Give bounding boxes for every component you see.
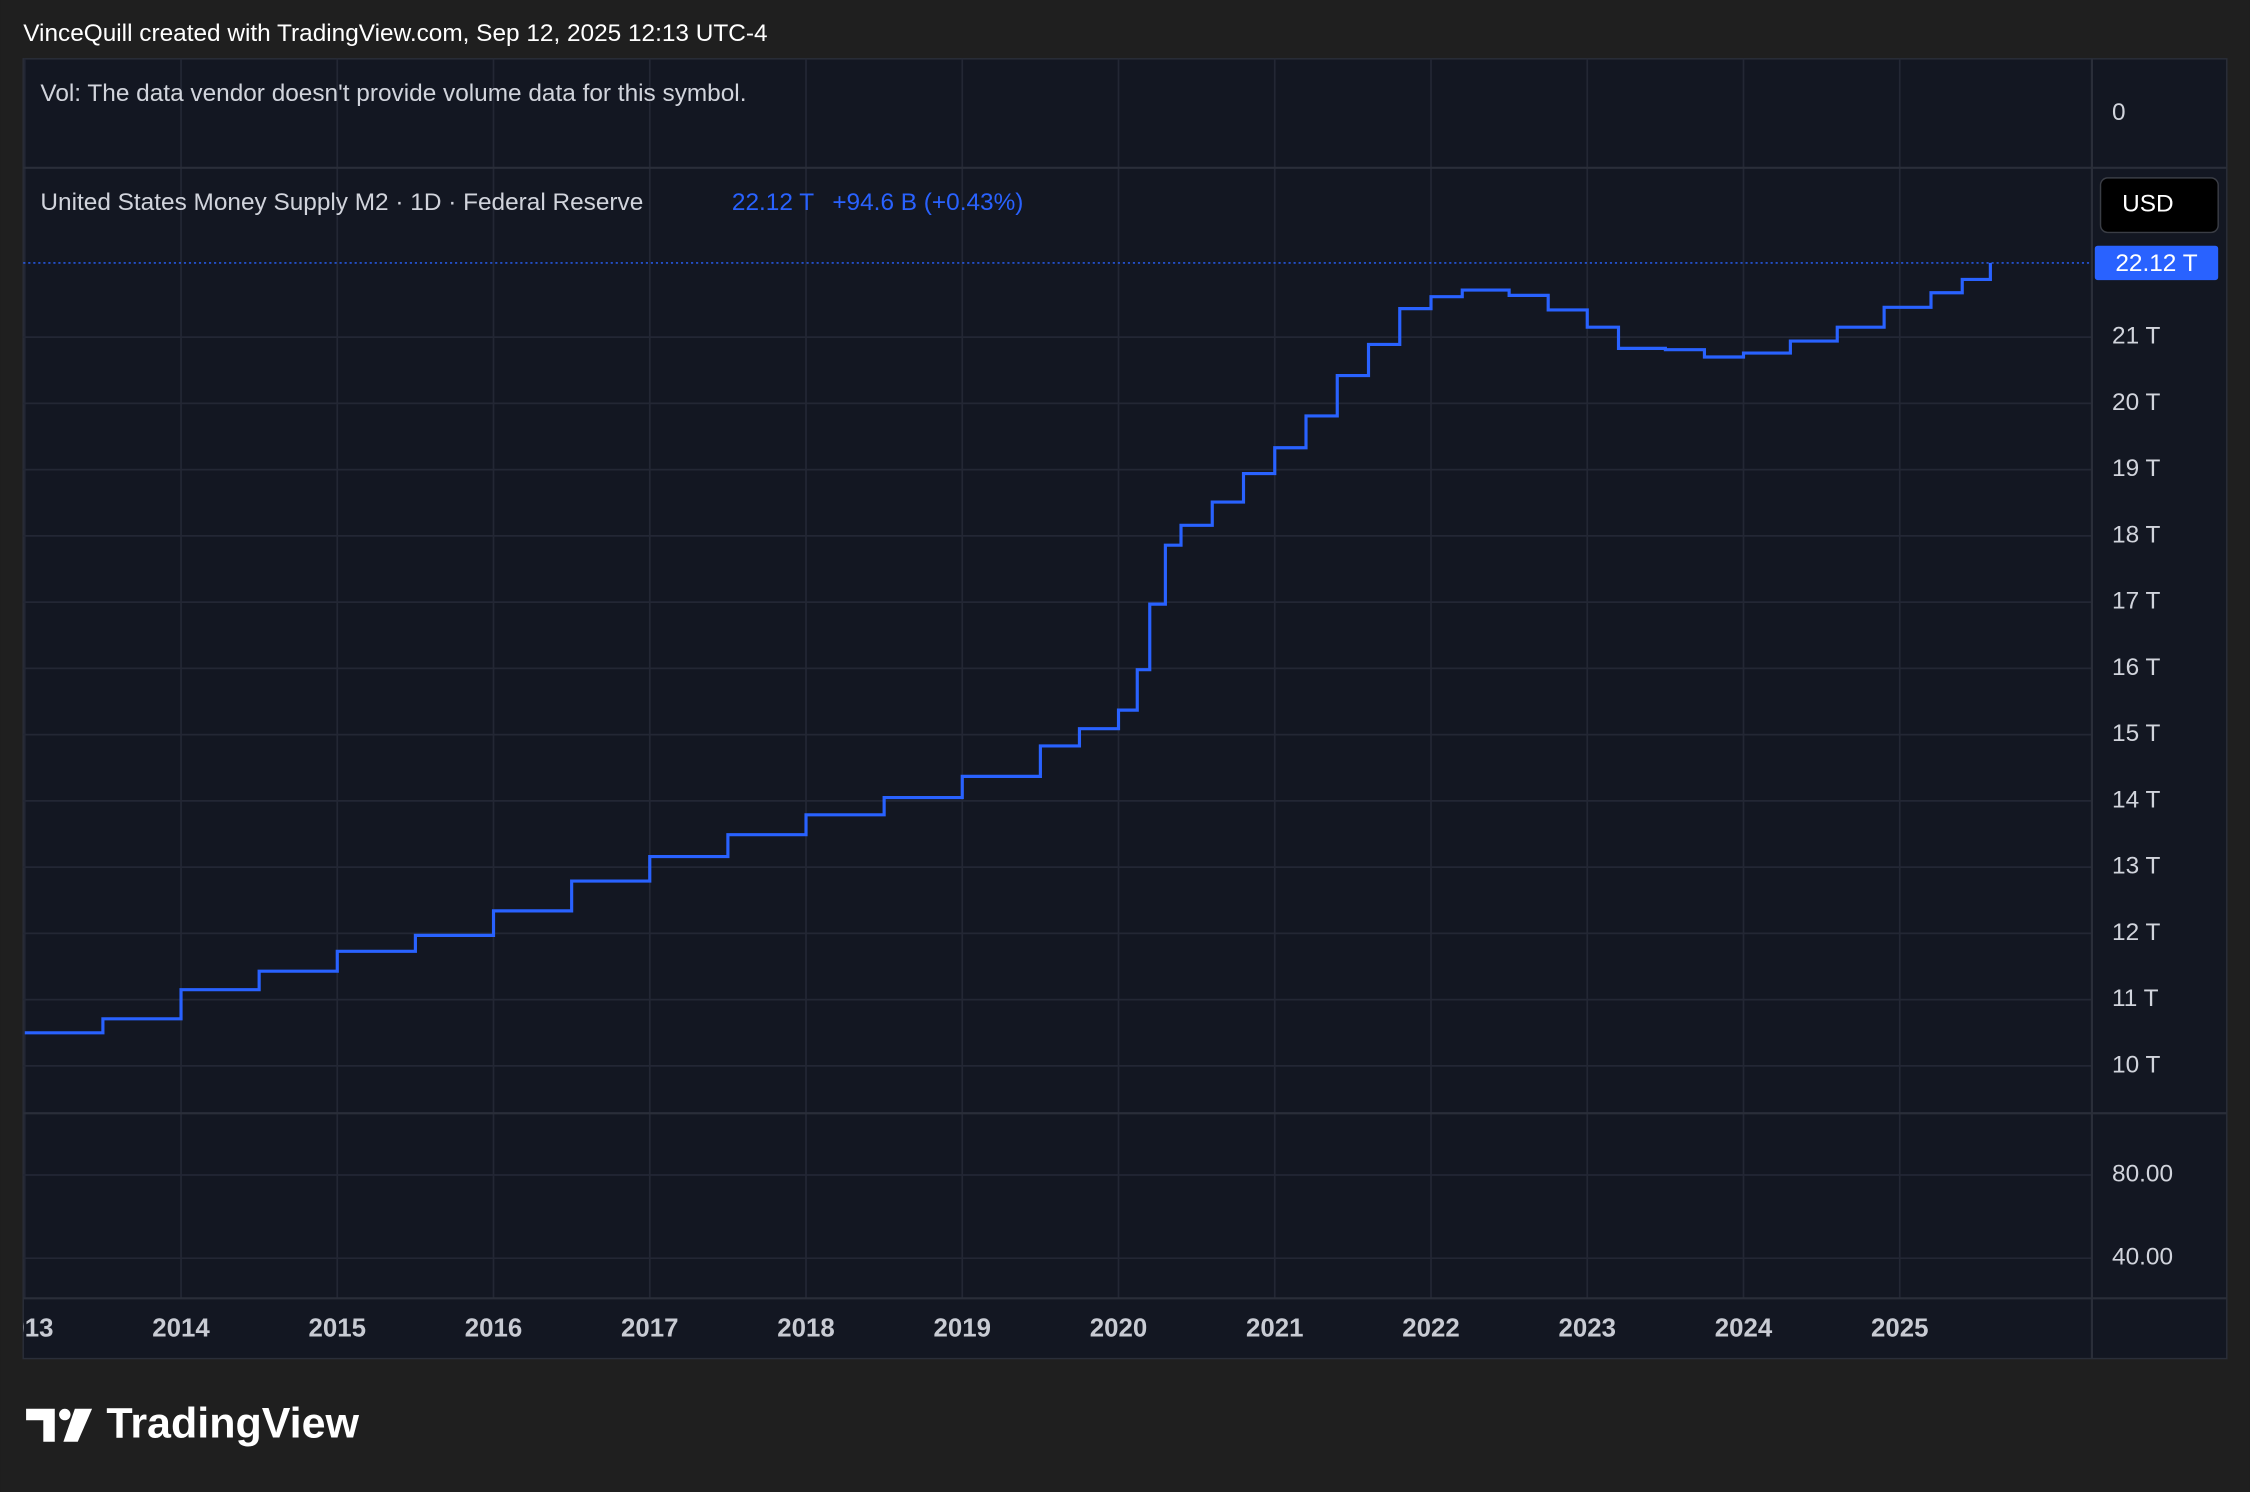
volume-tick-label: 0 — [2112, 99, 2126, 126]
x-tick-label: 2020 — [1090, 1315, 1147, 1343]
y-tick-label: 20 T — [2112, 389, 2160, 416]
y-tick-label: 12 T — [2112, 919, 2160, 946]
y-tick-label: 19 T — [2112, 455, 2160, 482]
x-tick-label: 2019 — [934, 1315, 991, 1343]
time-axis: 2013 2014 2015 2016 2017 2018 2019 2020 2021 2022… — [0, 1315, 1928, 1343]
x-tick-label: 2024 — [1715, 1315, 1773, 1343]
lower-tick-label: 80.00 — [2112, 1160, 2173, 1187]
x-tick-label: 2014 — [152, 1315, 210, 1343]
lower-tick-label: 40.00 — [2112, 1244, 2173, 1271]
y-tick-label: 10 T — [2112, 1051, 2160, 1078]
x-tick-label: 2015 — [309, 1315, 366, 1343]
brand-logo — [26, 1408, 93, 1442]
currency-label[interactable]: USD — [2122, 191, 2173, 218]
y-tick-label: 18 T — [2112, 521, 2160, 548]
x-tick-label: 2021 — [1246, 1315, 1303, 1343]
x-tick-label: 2023 — [1559, 1315, 1616, 1343]
y-tick-label: 15 T — [2112, 720, 2160, 747]
volume-note: Vol: The data vendor doesn't provide vol… — [40, 80, 746, 107]
currency-button[interactable] — [2099, 177, 2219, 234]
legend-value: 22.12 T — [732, 189, 814, 216]
y-tick-label: 13 T — [2112, 853, 2160, 880]
grid — [23, 58, 2092, 1299]
y-tick-label: 14 T — [2112, 786, 2160, 813]
y-tick-label: 16 T — [2112, 654, 2160, 681]
y-tick-label: 21 T — [2112, 323, 2160, 350]
plot — [24, 262, 1992, 1035]
legend-change: +94.6 B (+0.43%) — [832, 189, 1023, 216]
y-tick-label: 17 T — [2112, 588, 2160, 615]
header: VinceQuill created with TradingView.com,… — [23, 20, 767, 47]
x-tick-label: 2025 — [1871, 1315, 1928, 1343]
x-tick-label: 2016 — [465, 1315, 522, 1343]
x-tick-label: 2017 — [621, 1315, 678, 1343]
overlay: 2013 2014 2015 2016 2017 2018 2019 2020 2021 2022… — [0, 99, 2219, 1343]
x-tick-label: 2022 — [1402, 1315, 1459, 1343]
legend-title: United States Money Supply M2 · 1D · Fed… — [40, 189, 643, 216]
last-value-label: 22.12 T — [2115, 250, 2197, 277]
y-tick-label: 11 T — [2112, 985, 2159, 1012]
x-tick-label: 2013 — [0, 1315, 53, 1343]
brand: TradingView — [106, 1399, 359, 1447]
series-line — [24, 262, 1992, 1035]
last-value-box — [2094, 245, 2219, 281]
x-tick-label: 2018 — [777, 1315, 834, 1343]
